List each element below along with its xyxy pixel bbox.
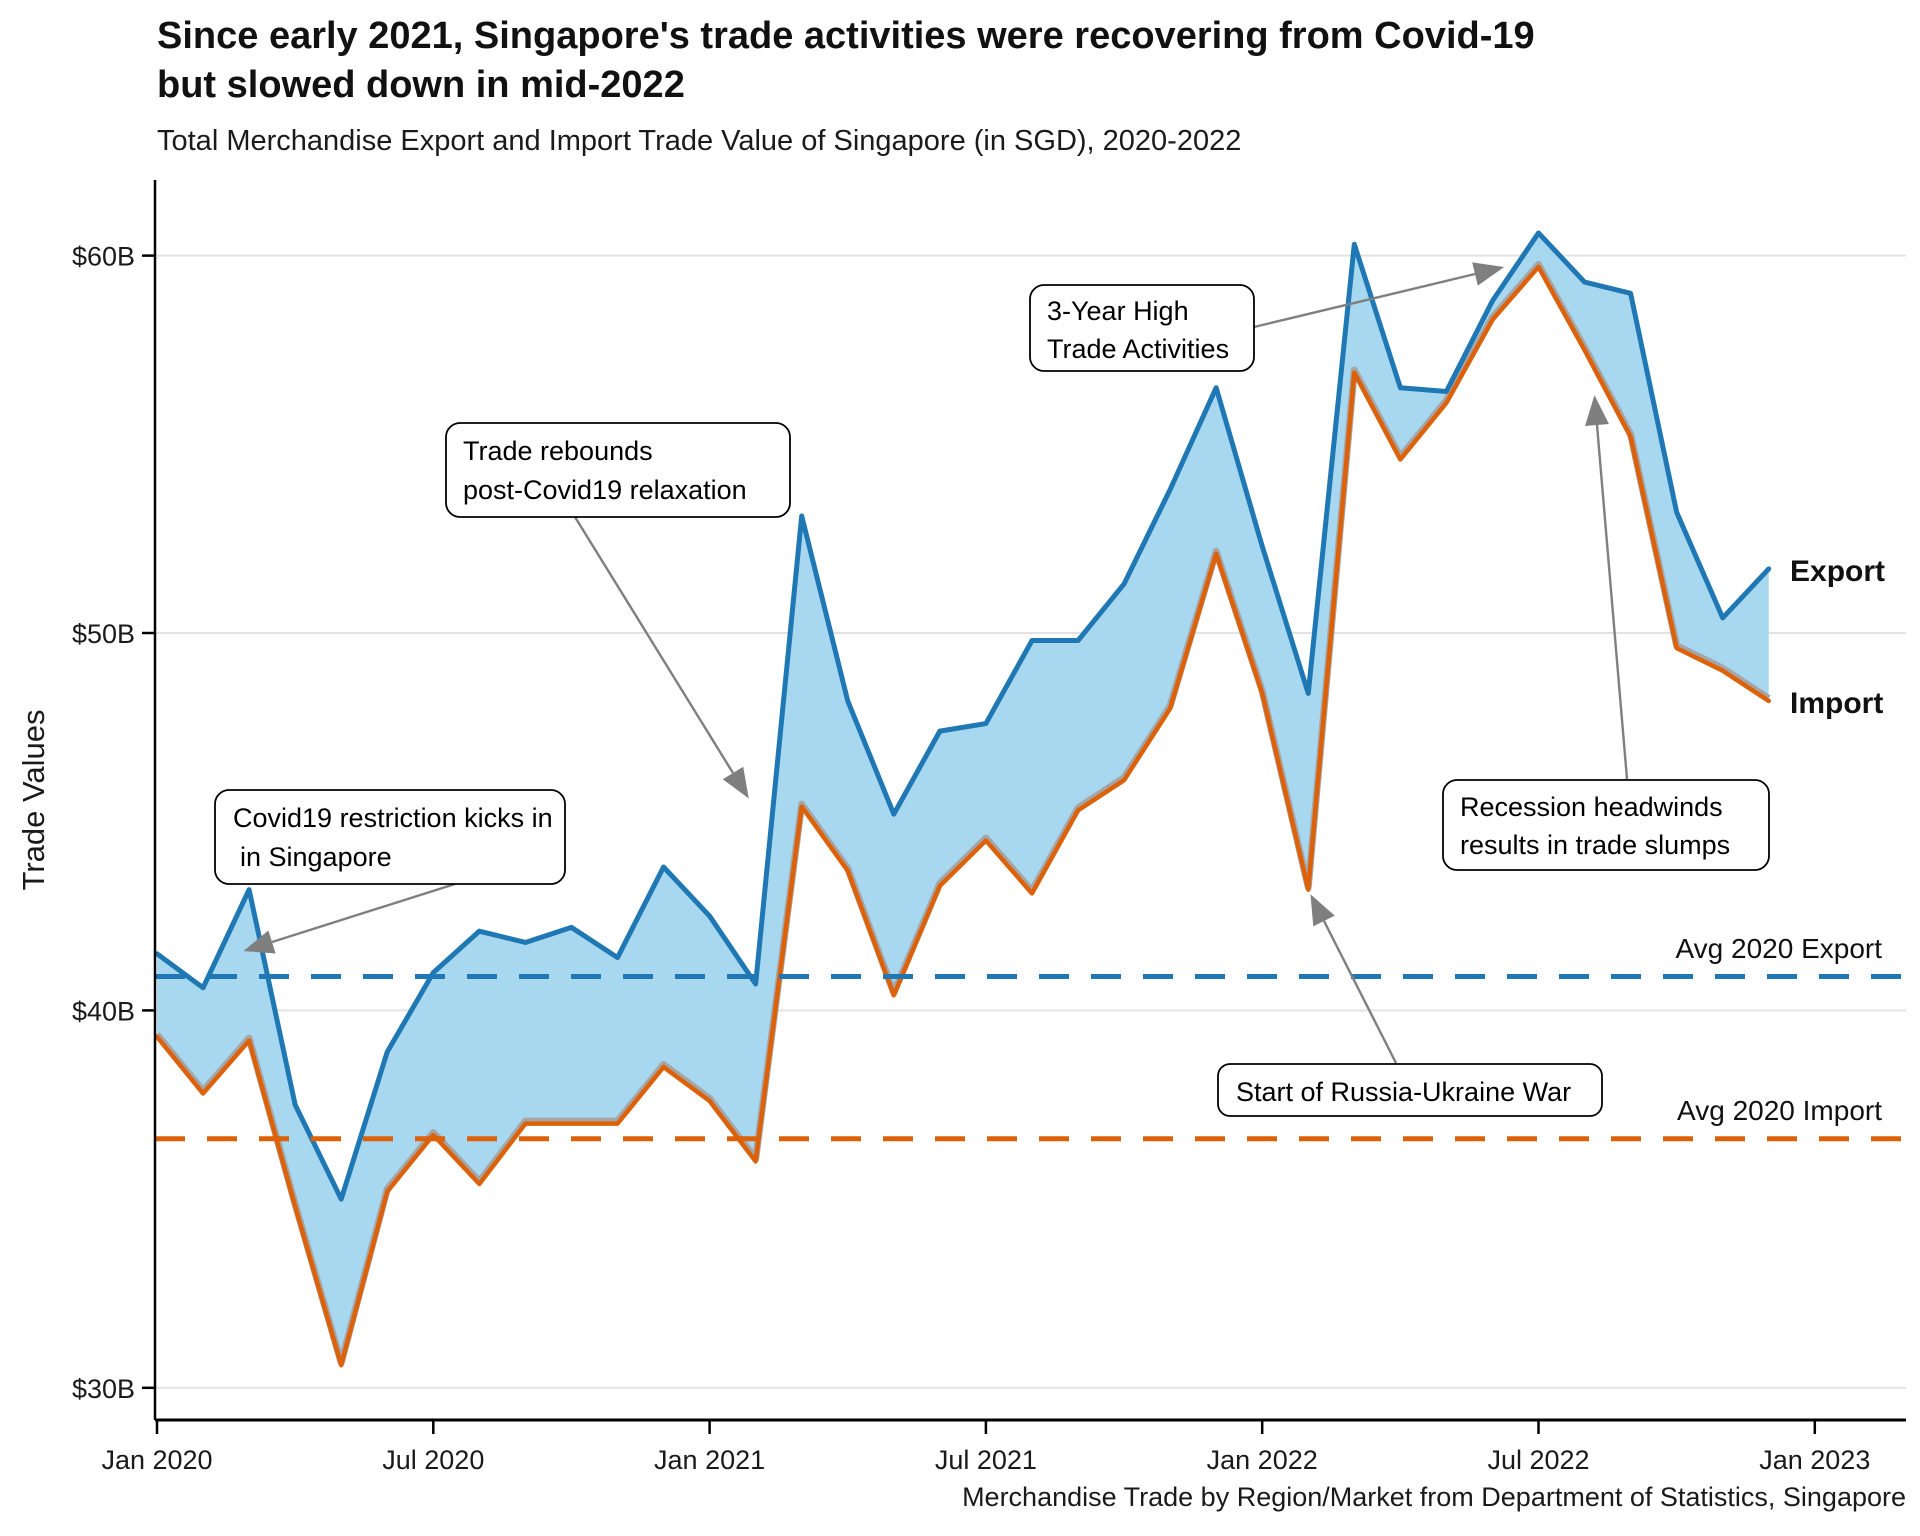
- import-series-label: Import: [1790, 687, 1883, 720]
- annotation-3-year-high: 3-Year High Trade Activities: [1029, 284, 1255, 372]
- annotation-box: [445, 422, 791, 518]
- annotation-text: Covid19 restriction kicks in: [233, 803, 553, 833]
- annotation-covid-restriction: Covid19 restriction kicks in in Singapor…: [214, 789, 566, 885]
- source-caption: Merchandise Trade by Region/Market from …: [962, 1482, 1906, 1512]
- annotation-box: [1029, 284, 1255, 372]
- annotation-text: Trade rebounds: [463, 436, 653, 466]
- annotation-leader-line: [573, 516, 735, 774]
- tick-marks: [142, 254, 1817, 1434]
- import-line: [154, 264, 1771, 1368]
- annotation-arrows: [243, 262, 1629, 1064]
- x-tick-label: Jan 2020: [101, 1445, 212, 1475]
- chart-subtitle: Total Merchandise Export and Import Trad…: [157, 125, 1241, 157]
- annotation-leader-line: [1253, 272, 1476, 329]
- annotation-text: Trade Activities: [1047, 334, 1229, 364]
- annotation-trade-rebounds: Trade rebounds post-Covid19 relaxation: [445, 422, 791, 518]
- annotation-text: post-Covid19 relaxation: [463, 475, 747, 505]
- annotation-recession-headwinds: Recession headwinds results in trade slu…: [1442, 779, 1770, 871]
- annotation-text: results in trade slumps: [1460, 830, 1730, 860]
- y-tick-label: $50B: [72, 619, 135, 649]
- x-tick-label: Jan 2023: [1759, 1445, 1870, 1475]
- annotation-text: Recession headwinds: [1460, 792, 1723, 822]
- annotation-leader-line: [1595, 424, 1629, 780]
- tick-labels: $30B $40B $50B $60B Jan 2020 Jul 2020 Jan 2021…: [72, 242, 1870, 1475]
- annotation-text: 3-Year High: [1047, 296, 1189, 326]
- annotation-leader-line: [271, 882, 456, 944]
- export-series-label: Export: [1790, 555, 1885, 588]
- export-line: [154, 230, 1772, 1202]
- chart-title-line2: but slowed down in mid-2022: [157, 64, 685, 106]
- annotation-leader-line: [1322, 920, 1398, 1064]
- axes: $30B $40B $50B $60B Jan 2020 Jul 2020 Jan 2021…: [72, 180, 1906, 1475]
- y-tick-label: $40B: [72, 996, 135, 1026]
- annotation-box: [1217, 1063, 1603, 1117]
- arrowhead-icon: [243, 930, 276, 954]
- annotation-box: [214, 789, 566, 885]
- x-tick-label: Jul 2020: [382, 1445, 484, 1475]
- annotation-box: [1442, 779, 1770, 871]
- arrowhead-icon: [1472, 262, 1505, 286]
- arrowhead-icon: [722, 766, 749, 799]
- annotation-text: in Singapore: [240, 842, 392, 872]
- x-tick-label: Jan 2021: [654, 1445, 765, 1475]
- y-tick-label: $60B: [72, 242, 135, 272]
- plot-area: [154, 230, 1906, 1368]
- x-tick-label: Jul 2022: [1487, 1445, 1589, 1475]
- x-tick-label: Jan 2022: [1207, 1445, 1318, 1475]
- y-tick-label: $30B: [72, 1374, 135, 1404]
- x-tick-label: Jul 2021: [935, 1445, 1037, 1475]
- annotation-russia-ukraine-war: Start of Russia-Ukraine War: [1217, 1063, 1603, 1117]
- y-axis-title: Trade Values: [16, 710, 51, 891]
- arrowhead-icon: [1310, 894, 1335, 927]
- avg-2020-export-label: Avg 2020 Export: [1675, 933, 1882, 964]
- export-import-gap-area: [157, 232, 1769, 1366]
- chart-title-line1: Since early 2021, Singapore's trade acti…: [157, 15, 1535, 57]
- arrowhead-icon: [1585, 395, 1609, 427]
- avg-2020-import-label: Avg 2020 Import: [1677, 1095, 1882, 1126]
- annotation-text: Start of Russia-Ukraine War: [1236, 1077, 1571, 1107]
